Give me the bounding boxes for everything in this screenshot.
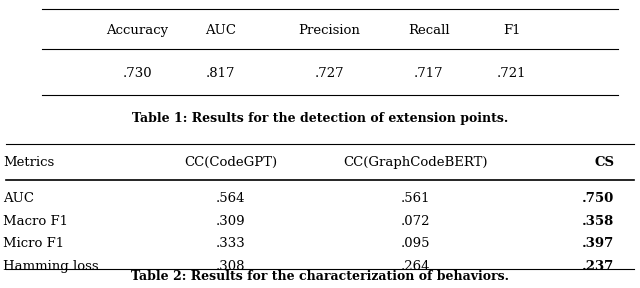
Text: .237: .237 [582, 260, 614, 273]
Text: CC(GraphCodeBERT): CC(GraphCodeBERT) [344, 156, 488, 169]
Text: AUC: AUC [205, 24, 236, 37]
Text: .264: .264 [401, 260, 431, 273]
Text: .308: .308 [216, 260, 245, 273]
Text: F1: F1 [503, 24, 521, 37]
Text: CC(CodeGPT): CC(CodeGPT) [184, 156, 277, 169]
Text: Metrics: Metrics [3, 156, 54, 169]
Text: .072: .072 [401, 215, 431, 228]
Text: Precision: Precision [299, 24, 360, 37]
Text: Table 2: Results for the characterization of behaviors.: Table 2: Results for the characterizatio… [131, 270, 509, 283]
Text: .358: .358 [582, 215, 614, 228]
Text: .721: .721 [497, 67, 527, 80]
Text: .564: .564 [216, 192, 245, 205]
Text: .309: .309 [216, 215, 245, 228]
Text: .750: .750 [582, 192, 614, 205]
Text: .333: .333 [216, 237, 245, 250]
Text: .095: .095 [401, 237, 431, 250]
Text: .561: .561 [401, 192, 431, 205]
Text: .397: .397 [582, 237, 614, 250]
Text: Accuracy: Accuracy [106, 24, 169, 37]
Text: .730: .730 [123, 67, 152, 80]
Text: Macro F1: Macro F1 [3, 215, 68, 228]
Text: Micro F1: Micro F1 [3, 237, 65, 250]
Text: .717: .717 [414, 67, 444, 80]
Text: Table 1: Results for the detection of extension points.: Table 1: Results for the detection of ex… [132, 111, 508, 125]
Text: .817: .817 [206, 67, 236, 80]
Text: Hamming loss: Hamming loss [3, 260, 99, 273]
Text: .727: .727 [315, 67, 344, 80]
Text: AUC: AUC [3, 192, 34, 205]
Text: CS: CS [595, 156, 614, 169]
Text: Recall: Recall [408, 24, 450, 37]
